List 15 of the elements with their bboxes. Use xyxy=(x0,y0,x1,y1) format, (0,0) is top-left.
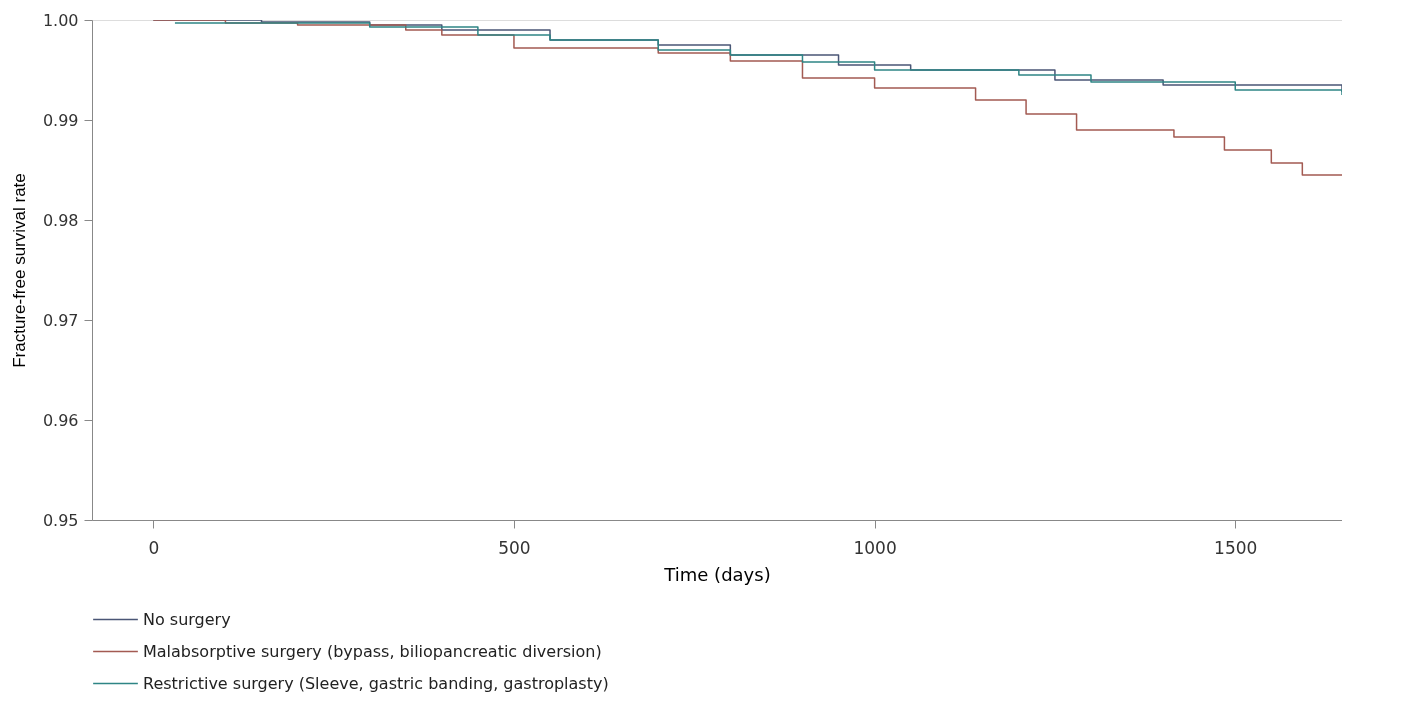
y-tick-label: 0.96 xyxy=(42,410,79,430)
y-tick-label: 1.00 xyxy=(42,10,79,30)
y-tick-label: 0.98 xyxy=(42,210,79,230)
y-axis-title: Fracture-free survival rate xyxy=(9,173,29,368)
legend-label: Restrictive surgery (Sleeve, gastric banding, gastroplasty) xyxy=(143,673,609,693)
x-tick-label: 0 xyxy=(148,537,160,558)
y-tick-label: 0.97 xyxy=(42,310,79,330)
y-tick-label: 0.99 xyxy=(42,110,79,130)
x-tick-label: 1000 xyxy=(853,537,897,558)
x-tick-label: 500 xyxy=(498,537,531,558)
legend-label: No surgery xyxy=(143,609,231,629)
legend-label: Malabsorptive surgery (bypass, biliopancreatic diversion) xyxy=(143,641,602,661)
x-axis-title: Time (days) xyxy=(663,563,771,585)
x-tick-label: 1500 xyxy=(1214,537,1258,558)
y-tick-label: 0.95 xyxy=(42,510,79,530)
